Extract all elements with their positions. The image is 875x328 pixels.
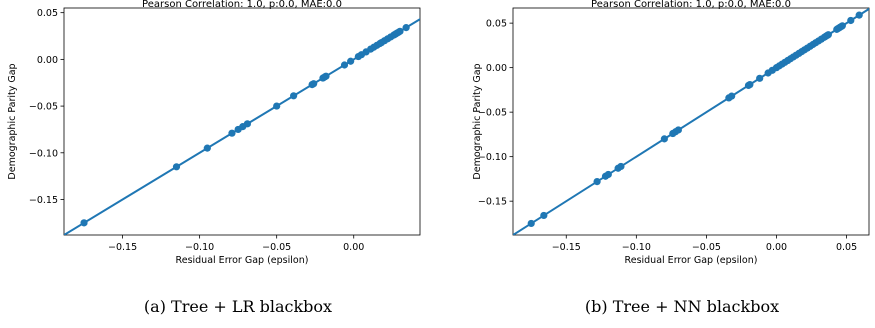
- data-point: [838, 22, 846, 30]
- regression-line: [64, 18, 420, 235]
- data-point: [746, 80, 754, 89]
- x-tick-label: 0.00: [343, 242, 364, 253]
- data-point: [756, 74, 764, 82]
- data-point: [617, 162, 625, 171]
- data-point: [310, 80, 318, 88]
- x-tick-label: −0.05: [692, 242, 721, 253]
- x-tick-label: −0.10: [622, 242, 651, 253]
- data-point: [593, 177, 601, 186]
- y-tick-label: −0.05: [29, 102, 58, 113]
- chart-panel-0: Pearson Correlation: 1.0, p:0.0, MAE:0.0…: [7, 0, 421, 316]
- figure-caption: (b) Tree + NN blackbox: [585, 297, 779, 316]
- plot-area: [64, 18, 420, 235]
- chart-panel-1: Pearson Correlation: 1.0, p:0.0, MAE:0.0…: [472, 0, 870, 316]
- x-tick-label: 0.05: [836, 242, 857, 253]
- x-axis-label: Residual Error Gap (epsilon): [176, 255, 309, 266]
- data-point: [243, 120, 251, 128]
- data-point: [824, 31, 832, 39]
- data-point: [396, 27, 404, 35]
- data-point: [674, 126, 682, 134]
- chart-title: Pearson Correlation: 1.0, p:0.0, MAE:0.0: [591, 0, 791, 10]
- y-tick-label: −0.10: [29, 148, 58, 159]
- data-point: [728, 92, 736, 100]
- y-tick-label: −0.05: [478, 108, 507, 119]
- x-tick-label: 0.00: [766, 242, 787, 253]
- plot-area: [513, 8, 869, 235]
- x-tick-label: −0.05: [262, 242, 291, 253]
- data-point: [273, 102, 281, 110]
- plot-frame: [63, 7, 421, 236]
- data-point: [347, 57, 355, 65]
- data-point: [340, 61, 349, 69]
- data-point: [604, 170, 612, 179]
- x-tick-label: −0.15: [552, 242, 581, 253]
- data-point: [322, 72, 330, 80]
- data-point: [203, 144, 211, 152]
- data-point: [290, 92, 298, 100]
- data-point: [847, 16, 855, 25]
- x-tick-label: −0.10: [185, 242, 214, 253]
- y-tick-label: 0.05: [37, 8, 58, 19]
- data-point: [855, 11, 863, 19]
- y-tick-label: 0.00: [37, 55, 58, 66]
- data-point: [228, 129, 236, 137]
- figure-caption: (a) Tree + LR blackbox: [144, 297, 332, 316]
- data-point: [527, 219, 535, 228]
- x-tick-label: −0.15: [108, 242, 137, 253]
- y-axis-label: Demographic Parity Gap: [472, 63, 483, 179]
- data-point: [660, 135, 668, 143]
- y-tick-label: −0.15: [29, 195, 58, 206]
- y-axis-label: Demographic Parity Gap: [7, 63, 18, 179]
- data-point: [80, 219, 88, 227]
- regression-line: [513, 8, 869, 235]
- data-point: [540, 211, 548, 220]
- y-tick-label: −0.15: [478, 197, 507, 208]
- data-point: [172, 163, 181, 171]
- x-axis-label: Residual Error Gap (epsilon): [625, 255, 758, 266]
- chart-title: Pearson Correlation: 1.0, p:0.0, MAE:0.0: [142, 0, 342, 10]
- y-tick-label: 0.00: [486, 63, 507, 74]
- y-tick-label: −0.10: [478, 152, 507, 163]
- plot-frame: [512, 7, 870, 236]
- data-point: [402, 24, 410, 32]
- y-tick-label: 0.05: [486, 19, 507, 30]
